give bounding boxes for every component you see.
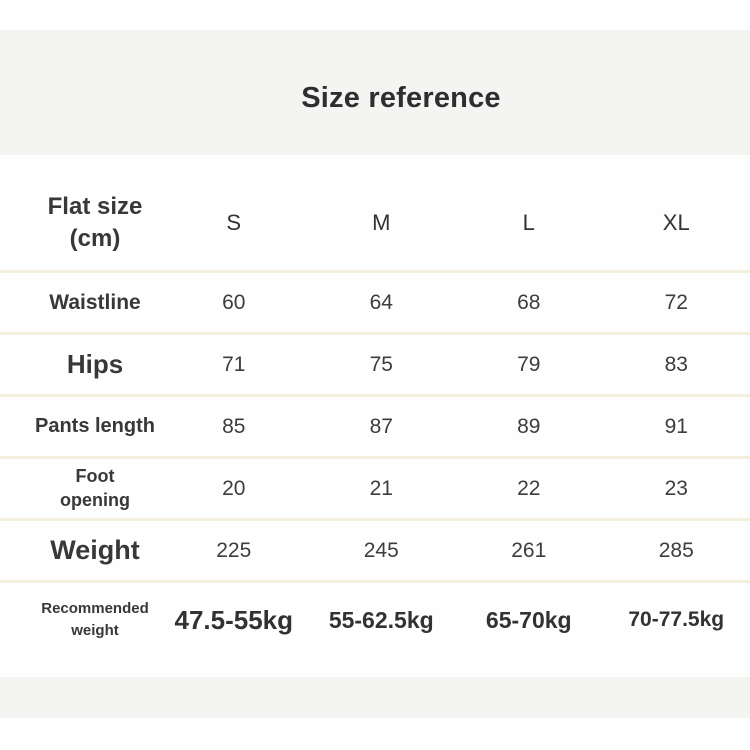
bottom-band [0, 677, 750, 718]
cell-value: 285 [658, 538, 694, 562]
row-divider [0, 518, 750, 521]
cell-value: 68 [517, 290, 541, 314]
cell-value: 79 [517, 352, 541, 376]
row-label-line2: weight [71, 622, 119, 639]
table-header-row: Flat size (cm) S M L XL [0, 155, 750, 270]
cell-value: 55-62.5kg [328, 606, 434, 633]
column-header-xl: XL [662, 209, 690, 235]
row-label: Pants length [34, 415, 155, 437]
cell-value: 21 [369, 476, 393, 500]
row-divider [0, 270, 750, 273]
title-band: Size reference [0, 30, 750, 155]
corner-label-line1: Flat size [47, 193, 143, 221]
cell-value: 22 [517, 476, 541, 500]
row-divider [0, 456, 750, 459]
row-label: Foot opening [0, 465, 160, 512]
table-row-waistline: Waistline 60 64 68 72 [0, 273, 750, 332]
row-label-line1: Recommended [41, 600, 149, 618]
cell-value: 87 [369, 414, 393, 438]
page-title: Size reference [301, 82, 501, 114]
cell-value: 245 [363, 538, 399, 562]
cell-value: 72 [664, 290, 688, 314]
corner-label-line2: (cm) [69, 224, 121, 252]
column-header-l: L [522, 209, 535, 235]
cell-value: 71 [222, 352, 246, 376]
row-label: Waistline [49, 290, 141, 314]
row-divider [0, 394, 750, 397]
cell-value: 261 [511, 538, 547, 562]
table-row-hips: Hips 71 75 79 83 [0, 335, 750, 394]
cell-value: 70-77.5kg [628, 608, 725, 631]
cell-value: 85 [222, 414, 246, 438]
row-label-line1: Foot [75, 466, 115, 487]
row-divider [0, 332, 750, 335]
cell-value: 83 [664, 352, 688, 376]
cell-value: 225 [216, 538, 252, 562]
row-label: Hips [66, 349, 124, 379]
cell-value: 47.5-55kg [174, 604, 294, 635]
size-table: Flat size (cm) S M L XL Waistline 60 64 … [0, 155, 750, 677]
table-row-pants-length: Pants length 85 87 89 91 [0, 397, 750, 456]
row-label: Weight [50, 535, 140, 565]
table-row-recommended-weight: Recommended weight 47.5-55kg 55-62.5kg 6… [0, 583, 750, 677]
cell-value: 65-70kg [485, 606, 572, 633]
cell-value: 60 [222, 290, 246, 314]
cell-value: 64 [369, 290, 393, 314]
cell-value: 89 [517, 414, 541, 438]
cell-value: 75 [369, 352, 393, 376]
column-header-s: S [226, 209, 242, 235]
row-label: Recommended weight [0, 598, 160, 642]
table-row-weight: Weight 225 245 261 285 [0, 521, 750, 580]
table-row-foot-opening: Foot opening 20 21 22 23 [0, 459, 750, 518]
row-label-line2: opening [60, 489, 130, 510]
cell-value: 91 [664, 414, 688, 438]
row-divider [0, 580, 750, 583]
corner-label: Flat size (cm) [0, 191, 160, 253]
cell-value: 23 [664, 476, 688, 500]
column-header-m: M [372, 209, 391, 235]
cell-value: 20 [222, 476, 246, 500]
